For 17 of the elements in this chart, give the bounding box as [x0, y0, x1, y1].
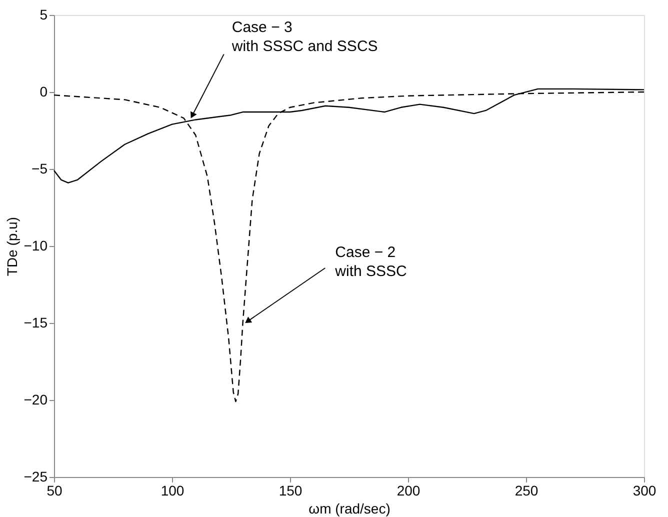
- annotation: Case − 2 with SSSC: [334, 244, 408, 280]
- y-axis-title: TDe (p.u): [4, 216, 20, 276]
- y-tick-label: −10: [24, 238, 48, 254]
- y-tick-label: −25: [24, 468, 48, 484]
- y-tick-label: −15: [24, 314, 48, 330]
- x-tick-label: 50: [46, 482, 62, 498]
- y-tick-label: −20: [24, 392, 48, 408]
- x-tick-label: 150: [278, 482, 302, 498]
- y-tick-label: 0: [40, 84, 48, 100]
- x-tick-label: 100: [160, 482, 184, 498]
- y-tick-label: −5: [32, 160, 48, 176]
- annotation: Case − 3 with SSSC and SSCS: [230, 19, 378, 56]
- x-tick-label: 300: [632, 482, 656, 498]
- x-tick-label: 200: [396, 482, 420, 498]
- y-tick-label: 5: [40, 6, 48, 22]
- x-axis-title: ωm (rad/sec): [308, 500, 390, 516]
- x-tick-label: 250: [514, 482, 538, 498]
